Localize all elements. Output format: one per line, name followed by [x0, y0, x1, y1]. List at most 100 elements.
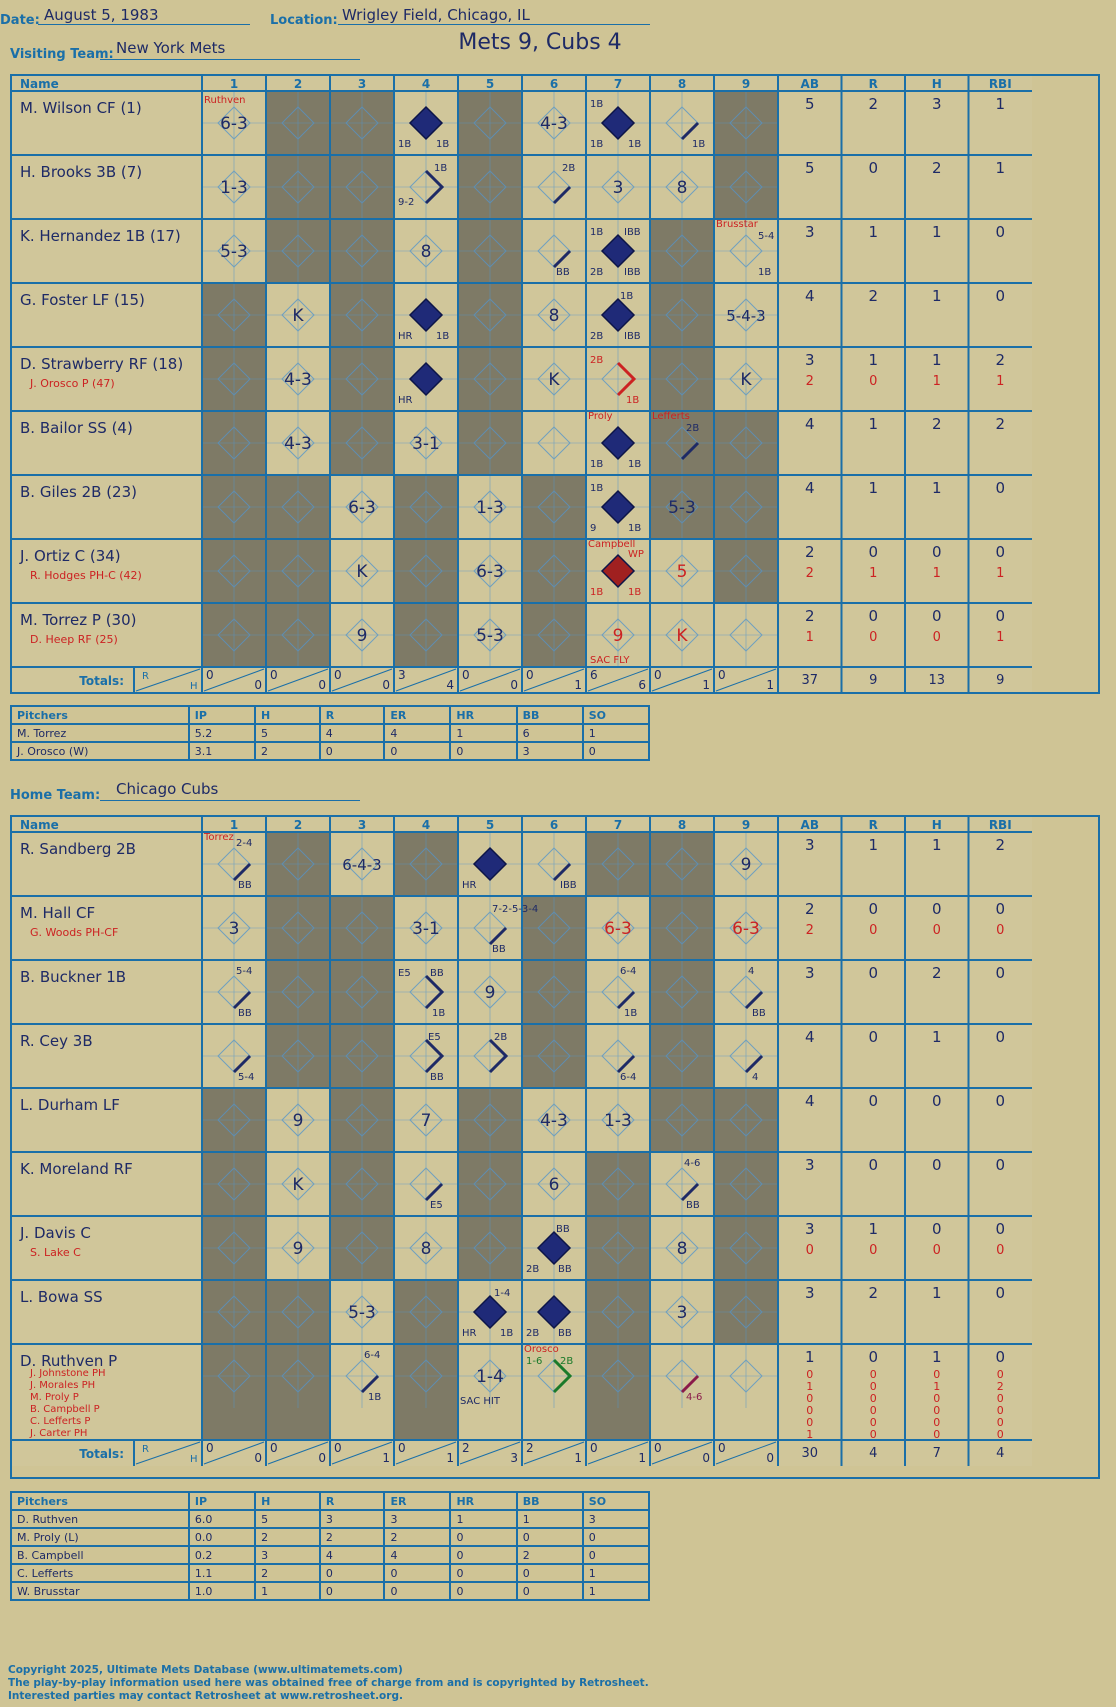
batter-stat: 0: [996, 1243, 1004, 1258]
batter-name: L. Bowa SS: [20, 1288, 103, 1306]
footer-line-3: Interested parties may contact Retroshee…: [8, 1690, 403, 1702]
inning-hits: 6: [638, 678, 646, 692]
inning-runs: 0: [718, 1441, 726, 1455]
pitcher-stat: 0: [383, 1581, 452, 1601]
base-note: 4: [748, 966, 754, 977]
batter-stat: 2: [932, 159, 942, 177]
substitute-name: J. Carter PH: [29, 1428, 87, 1439]
home-pitchers-table: Pitchers IP H R ER HR BB SO D. Ruthven 6.0 5 3 3 1 1 3 M…: [10, 1491, 651, 1601]
pitcher-stat: 2: [318, 1527, 386, 1547]
total-stat: 9: [869, 673, 877, 688]
batter-name: K. Hernandez 1B (17): [20, 227, 181, 245]
play-result: 9: [613, 626, 624, 646]
play-result: 3: [229, 919, 240, 939]
base-path: [424, 1182, 444, 1202]
base-note: 1B: [590, 99, 603, 110]
batter-stat: 4: [805, 479, 815, 497]
batter-stat: 1: [996, 566, 1004, 581]
base-note: 1B: [434, 163, 447, 174]
pitcher-stat: 3: [318, 1509, 386, 1529]
base-note: 2B: [526, 1328, 539, 1339]
base-note: E5: [398, 968, 411, 979]
inning-slash: [587, 1441, 649, 1465]
batter-name: B. Buckner 1B: [20, 968, 126, 986]
base-note: 1B: [628, 459, 641, 470]
pitcher-stat: 0: [581, 1527, 651, 1547]
base-note: 1B: [628, 587, 641, 598]
run-scored-diamond: [408, 361, 444, 397]
batter-stat: 0: [870, 1368, 877, 1381]
batter-stat: 0: [995, 1220, 1005, 1238]
batter-stat: 0: [995, 223, 1005, 241]
base-note: 1B: [628, 139, 641, 150]
pitcher-stat: 3.1: [187, 741, 256, 761]
inning-runs: 0: [654, 1441, 662, 1455]
batter-stat: 0: [869, 630, 877, 645]
totals-h-label: H: [190, 681, 198, 692]
batter-stat: 0: [995, 1028, 1005, 1046]
pitcher-stat: 4: [318, 723, 386, 743]
batter-name: J. Davis C: [19, 1224, 91, 1242]
batter-stat: 1: [932, 351, 942, 369]
play-result: 4-3: [540, 1111, 568, 1131]
base-note: 5-4: [236, 966, 252, 977]
base-note: 6-4: [364, 1350, 380, 1361]
batter-stat: 0: [870, 1416, 877, 1429]
substitute-name: D. Heep RF (25): [30, 633, 118, 646]
base-path: [488, 926, 508, 946]
inning-slash: [523, 668, 585, 692]
batter-stat: 1: [932, 1028, 942, 1046]
inning-slash: [331, 1441, 393, 1465]
inning-hits: 1: [446, 1451, 454, 1465]
base-note: SAC HIT: [460, 1396, 501, 1407]
run-scored-diamond: [600, 489, 636, 525]
pitcher-stat: 0: [318, 741, 386, 761]
inning-hits: 0: [254, 1451, 262, 1465]
base-path: [488, 1038, 509, 1074]
batter-stat: 0: [869, 923, 877, 938]
batter-stat: 0: [932, 607, 942, 625]
pitcher-stat: 0: [449, 741, 518, 761]
base-note: 1B: [628, 523, 641, 534]
base-note: 1B: [590, 587, 603, 598]
base-note: BB: [238, 880, 252, 891]
run-scored-diamond: [408, 105, 444, 141]
base-note: 1B: [692, 139, 705, 150]
play-result: 9: [293, 1111, 304, 1131]
batter-stat: 1: [868, 223, 878, 241]
col-header-inning: 5: [486, 818, 494, 832]
pitcher-stat: W. Brusstar: [10, 1581, 190, 1601]
base-note: 1B: [398, 139, 411, 150]
game-date: August 5, 1983: [44, 6, 159, 24]
date-underline: [38, 24, 250, 25]
base-note: 1B: [368, 1392, 381, 1403]
inning-hits: 1: [382, 1451, 390, 1465]
home-team-label: Home Team:: [10, 788, 101, 803]
play-result: 1-3: [220, 178, 248, 198]
copyright-footer: Copyright 2025, Ultimate Mets Database (…: [8, 1664, 649, 1703]
col-header-stat: R: [869, 77, 878, 91]
home-team-underline: [100, 800, 360, 801]
col-header-inning: 6: [550, 77, 558, 91]
batter-stat: 1: [868, 1220, 878, 1238]
batter-stat: 1: [996, 630, 1004, 645]
base-note: Orosco: [524, 1344, 559, 1355]
pitcher-stat: 3: [383, 1509, 452, 1529]
batter-stat: 0: [997, 1404, 1004, 1417]
batter-stat: 0: [932, 1156, 942, 1174]
base-note: E5: [430, 1200, 443, 1211]
batter-stat: 0: [933, 1243, 941, 1258]
pitcher-stat: 2: [253, 741, 321, 761]
inning-slash: [395, 668, 457, 692]
batter-name: G. Foster LF (15): [20, 291, 145, 309]
play-result: K: [676, 626, 688, 646]
play-result: 5-3: [668, 498, 696, 518]
base-note: 1B: [590, 227, 603, 238]
batter-stat: 0: [933, 630, 941, 645]
pitchers-col-header: ER: [383, 705, 452, 725]
inning-runs: 0: [206, 668, 214, 682]
batter-stat: 1: [933, 1380, 940, 1393]
base-note: 2B: [590, 355, 603, 366]
batter-stat: 0: [932, 1092, 942, 1110]
batter-stat: 0: [870, 1380, 877, 1393]
